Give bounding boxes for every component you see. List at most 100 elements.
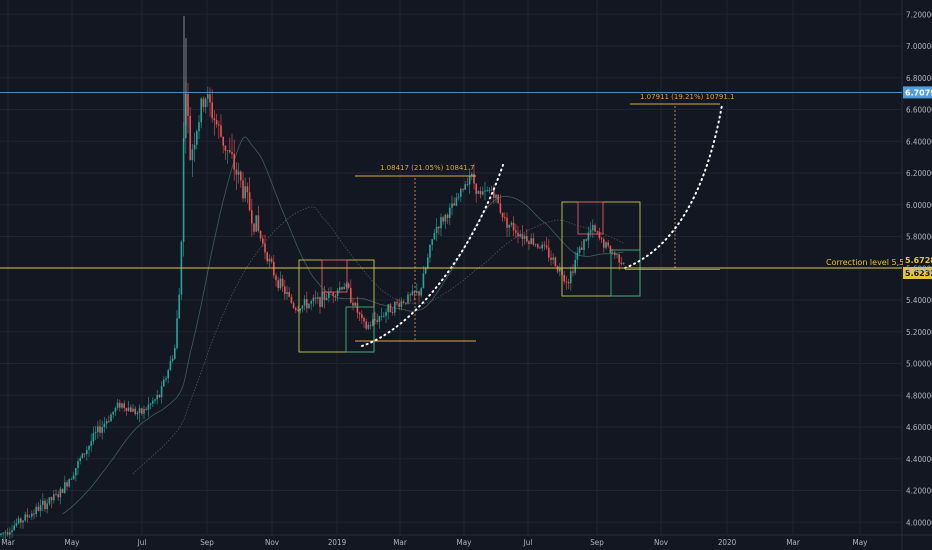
price-tick-label: 6.20000 [906,169,932,178]
candle-body [486,190,488,192]
candle-body [112,411,114,415]
candle-body [464,184,466,190]
price-tick-label: 7.20000 [906,10,932,19]
candle-body [2,532,4,534]
time-tick-label: Sep [590,538,604,547]
candle-body [15,523,18,526]
candle-body [189,115,191,160]
price-axis[interactable]: 4.00000 4.20000 4.40000 4.60000 4.80000 5.000… [906,10,932,527]
candle-body [108,421,110,422]
candle-body [455,197,458,206]
candle-body [521,234,524,239]
candle-body [308,303,310,309]
candle-body [493,189,495,198]
candle-body [614,252,616,256]
candle-body [537,244,539,248]
candle-body [310,301,312,304]
correction-label: Correction level 5,5536 usd [826,258,932,267]
candle-body [605,242,607,248]
horizontal-levels: Correction level 5,5536 usd 6.70798 5.6728… [0,86,932,279]
candle-body [207,94,209,99]
candle-body [332,292,334,296]
price-tag-bg [903,254,932,266]
candle-body [350,287,352,303]
candle-body [303,299,306,306]
price-tag-label: 5.62323 [905,269,932,278]
candle-body [44,500,46,510]
price-tick-label: 4.80000 [906,391,932,400]
candle-body [182,138,185,242]
candle-body [306,299,308,309]
candle-body [79,458,81,462]
candle-body [451,203,453,208]
candle-body [211,102,213,119]
candle-body [449,207,451,218]
candle-body [372,319,374,326]
candle-body [268,258,271,262]
candle-body [174,348,176,359]
candle-body [292,302,295,309]
candle-body [497,194,499,204]
price-tag-label: 6.70798 [905,88,932,97]
candle-body [585,239,587,241]
candle-body [167,370,169,379]
candle-body [277,280,279,289]
candle-body [592,225,594,231]
candle-body [420,288,422,296]
candle-body [259,230,262,239]
candle-body [123,403,125,409]
candle-body [433,232,436,240]
candle-body [354,302,356,306]
candle-body [50,497,53,501]
candle-body [251,210,253,224]
candle-body [158,394,161,398]
candle-body [471,173,473,176]
moving-averages [62,136,624,515]
candle-body [336,290,339,296]
price-tick-label: 5.40000 [906,296,932,305]
candle-body [380,316,383,318]
candle-body [4,532,7,534]
candle-body [440,217,442,229]
candle-body [86,449,88,454]
candle-body [554,257,557,267]
candle-body [622,262,625,265]
green-box-left [345,306,375,353]
candle-body [323,291,326,300]
candle-body [64,482,66,493]
candle-body [596,231,598,233]
candle-body [570,271,572,284]
candle-body [583,239,585,250]
candle-body [284,286,286,294]
measure-label-left: 1.08417 (21.05%) 10841.7 [380,164,475,172]
candle-body [152,400,154,404]
candle-body [215,120,218,125]
candle-body [356,302,359,313]
candle-body [526,235,528,242]
candle-body [97,426,99,433]
candle-body [24,514,26,521]
candle-body [488,190,491,191]
candle-body [413,291,416,293]
pattern-box-right [561,201,641,297]
candle-body [325,297,328,300]
candle-body [204,98,207,108]
candle-body [534,244,537,246]
candle-body [405,302,407,304]
price-tick-label: 6.40000 [906,137,932,146]
candle-body [72,475,75,480]
candle-body [416,291,418,293]
candle-body [453,203,455,206]
candle-body [193,144,196,150]
time-tick-label: Nov [265,538,280,547]
candle-body [110,414,112,422]
candle-body [565,281,568,283]
time-tick-label: Mar [786,538,800,547]
candle-body [31,513,33,517]
candle-body [504,217,506,219]
candle-body [229,150,231,153]
time-axis[interactable]: Mar May Jul Sep Nov 2019 Mar May Jul Sep Nov 2020 Ma… [1,538,868,547]
candle-body [548,247,550,258]
candle-body [132,408,134,412]
